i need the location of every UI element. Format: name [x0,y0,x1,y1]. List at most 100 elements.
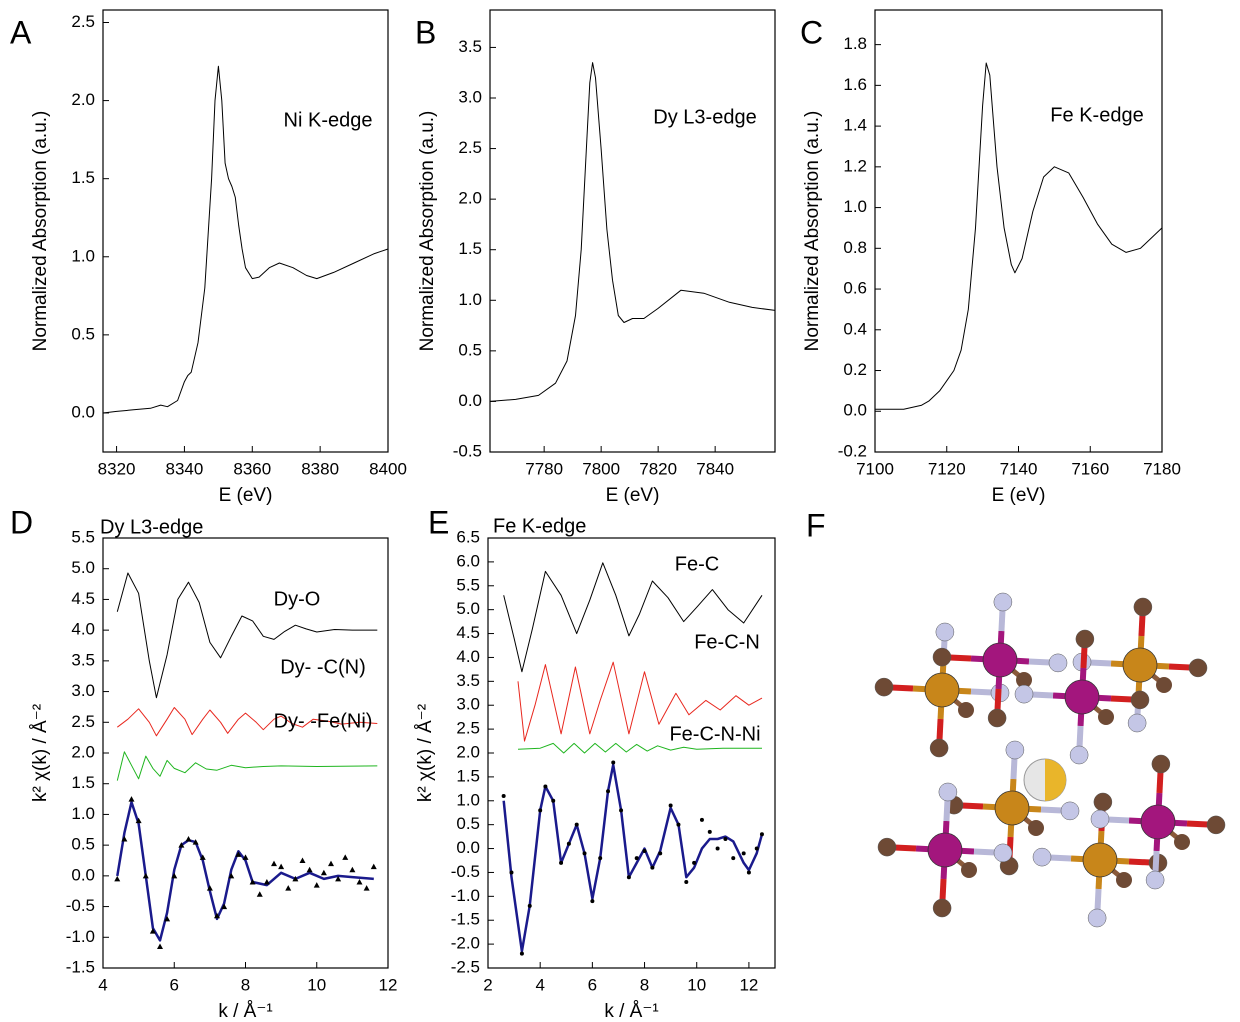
x-tick-label: 7120 [928,459,966,478]
data-point [263,879,270,885]
y-tick-label: 3.0 [71,681,95,700]
x-tick-label: 12 [379,975,398,994]
metal-atom [994,790,1030,826]
atom [1098,709,1114,725]
data-point [242,854,249,860]
y-tick-label: 1.0 [71,804,95,823]
curve-label: Fe-C [675,553,719,575]
x-tick-label: 4 [98,975,107,994]
panel-label: F [806,507,826,543]
atom [1014,684,1034,704]
panel-label: C [800,14,823,50]
y-tick-label: 1.8 [843,34,867,53]
atom [1133,597,1153,617]
data-point [598,856,603,861]
data-point [335,875,342,882]
chart-title: Fe K-edge [493,515,586,537]
atom [877,837,897,857]
curve-label: Fe-C-N [694,631,760,653]
data-point [754,846,759,851]
metal-atom [1122,647,1158,683]
component-curve [517,742,762,754]
data-point [363,885,370,891]
y-tick-label: 5.0 [456,599,480,618]
data-point [746,870,751,875]
x-tick-label: 12 [739,975,758,994]
x-tick-label: 4 [535,975,544,994]
metal-atom [1082,842,1118,878]
y-tick-label: 4.5 [456,623,480,642]
data-point [114,875,121,882]
data-point [271,860,277,867]
x-tick-label: 7780 [525,459,563,478]
y-tick-label: 4.0 [71,620,95,639]
curve-label: Dy- -C(N) [280,656,366,678]
plot-frame [102,9,389,453]
x-tick-label: 7180 [1143,459,1181,478]
y-tick-label: 1.2 [843,156,867,175]
x-axis-label: E (eV) [606,485,660,506]
data-point [157,943,163,949]
data-point [559,860,564,865]
y-tick-label: 4.5 [71,589,95,608]
data-point [723,837,728,841]
data-point [342,854,349,860]
y-tick-label: 5.5 [456,575,480,594]
x-tick-label: 7160 [1071,459,1109,478]
x-tick-label: 8400 [369,459,407,478]
y-tick-label: 0.0 [456,838,480,857]
fit-line [502,763,764,953]
atom [1188,658,1208,678]
plot-frame [874,9,1163,453]
data-point [707,829,712,834]
y-tick-label: 0.5 [71,324,95,343]
atom [987,708,1007,728]
y-tick-label: 1.0 [456,790,480,809]
x-tick-label: 8320 [98,459,136,478]
atom [1069,745,1089,765]
data-point [582,851,587,856]
atom [1048,653,1068,673]
data-point [692,860,697,865]
data-point [741,851,746,856]
metal-atom [1140,804,1176,840]
data-point [551,798,556,803]
data-point [356,879,363,885]
curve-label: Dy- -Fe(Ni) [274,710,373,732]
atom [935,622,955,642]
data-point [214,912,220,919]
data-point [142,872,149,879]
metal-atom [982,642,1018,678]
y-tick-label: 1.5 [71,168,95,187]
y-tick-label: 0.0 [71,402,95,421]
atom [1093,792,1113,812]
atom [1090,809,1110,829]
data-point [676,822,681,827]
atom [1174,834,1190,850]
y-tick-label: -2.0 [451,934,480,953]
data-point [590,899,595,904]
y-axis-label: k² χ(k) / Å⁻² [415,704,436,802]
data-point [527,903,532,908]
x-axis-label: k / Å⁻¹ [218,1001,272,1022]
y-tick-label: 2.0 [71,90,95,109]
data-point [684,880,689,884]
chart-title: Dy L3-edge [100,516,203,538]
y-tick-label: 2.0 [458,189,482,208]
panel-label: A [10,14,32,50]
atom [929,738,949,758]
y-tick-label: 2.5 [71,712,95,731]
y-tick-label: -1.5 [451,910,480,929]
annotation: Dy L3-edge [653,106,756,128]
x-tick-label: 7800 [582,459,620,478]
data-point [292,875,299,882]
y-tick-label: -2.5 [451,957,480,976]
y-tick-label: 3.5 [458,37,482,56]
x-tick-label: 8360 [233,459,271,478]
data-point [278,863,285,870]
y-tick-label: 0.4 [843,319,867,338]
y-tick-label: 2.0 [71,742,95,761]
x-axis-label: k / Å⁻¹ [604,1001,658,1022]
y-tick-label: -0.5 [453,441,482,460]
panel-label: B [415,14,436,50]
